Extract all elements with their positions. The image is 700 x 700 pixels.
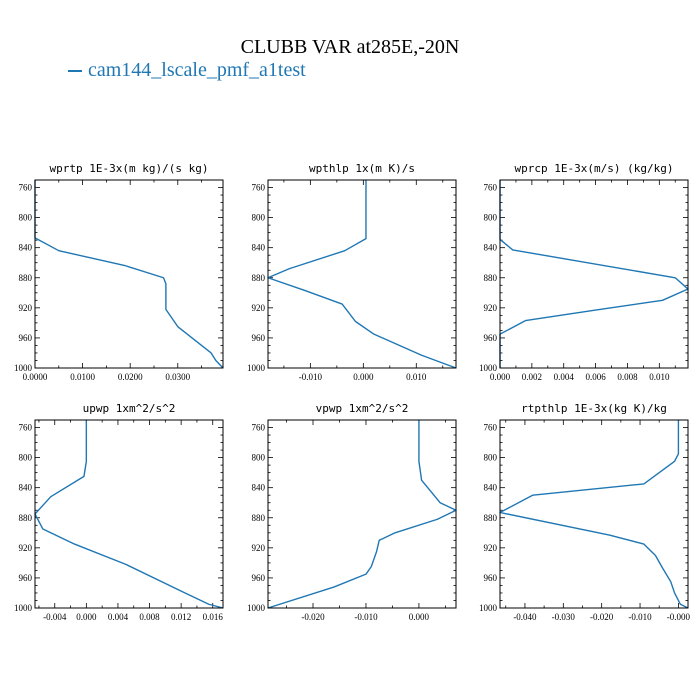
- panel-title: rtpthlp 1E-3x(kg K)/kg: [521, 402, 667, 415]
- x-tick-label: -0.010: [354, 612, 378, 622]
- y-tick-label: 840: [19, 483, 33, 493]
- x-tick-label: 0.002: [522, 372, 542, 382]
- x-tick-label: 0.016: [203, 612, 224, 622]
- y-tick-label: 760: [252, 423, 266, 433]
- plot-frame: [499, 419, 689, 609]
- panel-title: wprcp 1E-3x(m/s) (kg/kg): [515, 162, 674, 175]
- x-tick-label: 0.000: [490, 372, 511, 382]
- panel-4: upwp 1xm^2/s^2 760 800 840 880 920 960 1000 -0.0…: [14, 402, 224, 622]
- panel-title: wprtp 1E-3x(m kg)/(s kg): [50, 162, 209, 175]
- x-tick-label: -0.040: [513, 612, 537, 622]
- x-tick-label: -0.020: [590, 612, 614, 622]
- y-tick-label: 1000: [247, 363, 266, 373]
- x-tick-label: 0.0200: [118, 372, 143, 382]
- y-tick-label: 920: [19, 543, 33, 553]
- x-tick-label: 0.010: [406, 372, 427, 382]
- x-tick-label: -0.020: [301, 612, 325, 622]
- y-tick-label: 880: [252, 513, 266, 523]
- x-tick-label: 0.004: [108, 612, 129, 622]
- x-tick-label: 0.0100: [70, 372, 95, 382]
- x-tick-label: 0.000: [409, 612, 430, 622]
- y-tick-label: 840: [19, 243, 33, 253]
- x-tick-label: 0.0300: [165, 372, 190, 382]
- y-tick-label: 760: [484, 183, 498, 193]
- panel-1: wprtp 1E-3x(m kg)/(s kg) 760 800 840 880 920 9…: [14, 162, 224, 382]
- legend: cam144_lscale_pmf_a1test: [68, 59, 306, 82]
- y-tick-label: 960: [19, 573, 33, 583]
- y-tick-label: 800: [19, 213, 33, 223]
- series-line: [267, 180, 457, 369]
- y-tick-label: 800: [484, 453, 498, 463]
- y-tick-label: 760: [484, 423, 498, 433]
- panel-5: vpwp 1xm^2/s^2 760 800 840 880 920 960 1000 -0.0…: [247, 402, 457, 622]
- panel-title: vpwp 1xm^2/s^2: [316, 402, 409, 415]
- y-tick-label: 880: [19, 513, 33, 523]
- y-tick-label: 840: [252, 243, 266, 253]
- plot-frame: [499, 179, 689, 369]
- x-tick-label: 0.010: [649, 372, 670, 382]
- x-tick-label: -0.000: [667, 612, 691, 622]
- x-tick-label: -0.010: [299, 372, 323, 382]
- y-tick-label: 920: [19, 303, 33, 313]
- y-tick-label: 800: [484, 213, 498, 223]
- x-tick-label: -0.030: [552, 612, 576, 622]
- y-tick-label: 1000: [247, 603, 266, 613]
- y-tick-label: 840: [484, 483, 498, 493]
- panel-title: wpthlp 1x(m K)/s: [309, 162, 415, 175]
- y-tick-label: 840: [484, 243, 498, 253]
- y-tick-label: 1000: [479, 603, 498, 613]
- y-tick-label: 1000: [14, 363, 33, 373]
- y-tick-label: 960: [484, 333, 498, 343]
- x-tick-label: 0.0000: [23, 372, 48, 382]
- y-tick-label: 760: [252, 183, 266, 193]
- y-tick-label: 760: [19, 183, 33, 193]
- plot-frame: [34, 419, 224, 609]
- y-tick-label: 880: [484, 513, 498, 523]
- series-line: [499, 420, 689, 609]
- panel-title: upwp 1xm^2/s^2: [83, 402, 176, 415]
- legend-label: cam144_lscale_pmf_a1test: [88, 59, 306, 81]
- y-tick-label: 800: [252, 453, 266, 463]
- series-line: [34, 420, 224, 609]
- y-tick-label: 800: [19, 453, 33, 463]
- y-tick-label: 880: [252, 273, 266, 283]
- y-tick-label: 960: [484, 573, 498, 583]
- panel-3: wprcp 1E-3x(m/s) (kg/kg) 760 800 840 880 920 9…: [479, 162, 689, 382]
- y-tick-label: 960: [252, 573, 266, 583]
- y-tick-label: 840: [252, 483, 266, 493]
- series-line: [267, 420, 457, 609]
- x-tick-label: 0.006: [585, 372, 606, 382]
- y-tick-label: 1000: [479, 363, 498, 373]
- plot-frame: [34, 179, 224, 369]
- x-tick-label: 0.004: [554, 372, 575, 382]
- y-tick-label: 920: [252, 303, 266, 313]
- plot-frame: [267, 179, 457, 369]
- y-tick-label: 1000: [14, 603, 33, 613]
- y-tick-label: 960: [19, 333, 33, 343]
- x-tick-label: 0.000: [353, 372, 374, 382]
- x-tick-label: 0.008: [617, 372, 638, 382]
- x-tick-label: 0.008: [139, 612, 160, 622]
- y-tick-label: 960: [252, 333, 266, 343]
- plot-frame: [267, 419, 457, 609]
- y-tick-label: 800: [252, 213, 266, 223]
- y-tick-label: 920: [252, 543, 266, 553]
- panel-6: rtpthlp 1E-3x(kg K)/kg 760 800 840 880 920 960…: [479, 402, 691, 622]
- x-tick-label: 0.012: [171, 612, 191, 622]
- y-tick-label: 880: [484, 273, 498, 283]
- panel-2: wpthlp 1x(m K)/s 760 800 840 880 920 960 1000 -0…: [247, 162, 457, 382]
- legend-swatch: [68, 70, 82, 73]
- x-tick-label: -0.010: [628, 612, 652, 622]
- page-title: CLUBB VAR at285E,-20N: [240, 36, 460, 58]
- y-tick-label: 920: [484, 303, 498, 313]
- x-tick-label: -0.004: [43, 612, 67, 622]
- x-tick-label: 0.000: [76, 612, 97, 622]
- y-tick-label: 920: [484, 543, 498, 553]
- y-tick-label: 880: [19, 273, 33, 283]
- series-line: [499, 180, 689, 368]
- y-tick-label: 760: [19, 423, 33, 433]
- series-line: [34, 180, 224, 369]
